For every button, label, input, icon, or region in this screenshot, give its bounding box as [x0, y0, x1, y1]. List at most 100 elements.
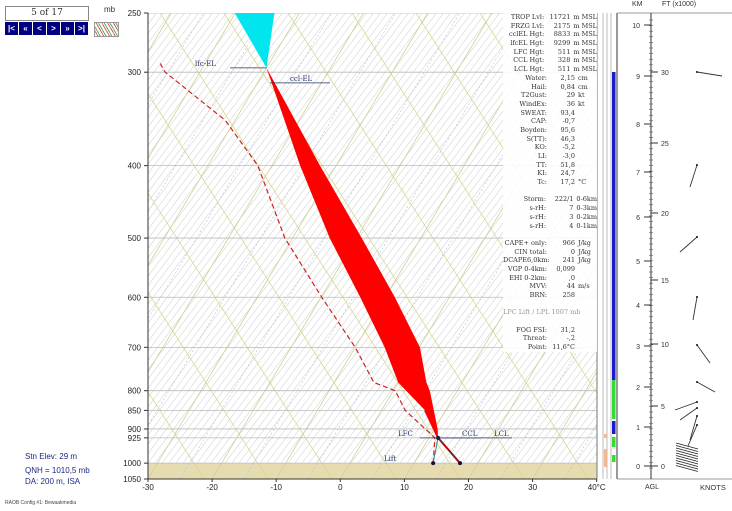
- hatch-line: [148, 13, 367, 305]
- stat-row: Tc: 17,2 °C: [503, 178, 597, 187]
- stat-row: BRN: 258: [503, 291, 597, 300]
- annotation-label: LFC: [398, 430, 413, 438]
- stat-value: 51,8: [560, 160, 575, 169]
- moist-line: [148, 13, 332, 320]
- hatch-line: [324, 115, 597, 479]
- level-marker: [431, 461, 436, 466]
- sounding-counter: 5 of 17: [5, 6, 89, 21]
- hatch-line: [148, 13, 374, 315]
- ground-band: [148, 463, 597, 479]
- hatch-line: [148, 13, 318, 240]
- hatch-line: [148, 13, 388, 333]
- stat-value: -,2: [566, 334, 575, 343]
- wind-barb-dot: [696, 236, 698, 238]
- stat-label: s-rH:: [529, 212, 547, 221]
- hatch-line: [148, 13, 346, 277]
- ft-tick-label: 10: [661, 342, 669, 349]
- ft-tick-label: 5: [661, 404, 665, 411]
- stat-value: 2,15: [560, 73, 575, 82]
- stat-value: 7: [569, 204, 574, 213]
- hatch-line: [696, 13, 732, 479]
- hatch-line: [149, 13, 500, 479]
- hatch-line: [148, 13, 255, 156]
- temp-tick-label: 30: [528, 483, 537, 492]
- pressure-tick-label: 250: [128, 9, 142, 18]
- fog-bar: [604, 449, 607, 467]
- stat-value: -5,2: [562, 143, 575, 152]
- last-button[interactable]: >|: [75, 22, 88, 35]
- stat-row: VGP 0-4km: 0,099: [503, 265, 597, 274]
- hatch-line: [148, 13, 423, 380]
- wind-barb: [675, 450, 699, 457]
- hatch-line: [492, 339, 597, 479]
- stat-row: T2Gust: 29 kt: [503, 91, 597, 100]
- stat-unit: kt: [578, 91, 585, 100]
- wind-barb-dot: [696, 164, 698, 166]
- stat-label: FRZG Lvl:: [510, 21, 545, 30]
- hatch-line: [148, 13, 465, 436]
- hatch-line: [148, 13, 451, 417]
- stat-unit: [578, 109, 597, 118]
- isotherm: [148, 13, 364, 373]
- hatch-line: [0, 13, 115, 479]
- hatch-line: [499, 349, 597, 479]
- stat-value: 0,099: [556, 264, 575, 273]
- stat-value: 29: [566, 91, 575, 100]
- temp-tick-label: 0: [338, 483, 343, 492]
- stat-unit: cm: [578, 73, 588, 82]
- stat-unit: cm: [578, 82, 588, 91]
- wind-barb: [696, 71, 723, 77]
- wind-barb: [679, 236, 698, 253]
- isotherm: [0, 13, 107, 479]
- agl-label: AGL: [645, 484, 660, 491]
- stat-row: [503, 187, 597, 196]
- stat-value: 258: [562, 291, 575, 299]
- stat-unit: 0-6km: [576, 195, 597, 204]
- next-button[interactable]: >: [47, 22, 60, 35]
- km-tick-label: 8: [636, 122, 640, 129]
- wind-barb: [689, 164, 698, 188]
- stat-unit: [578, 117, 597, 126]
- wind-barb: [675, 442, 699, 450]
- skewt-thumbnail-button[interactable]: [94, 22, 119, 37]
- wind-barb: [696, 381, 716, 393]
- hatch-line: [598, 13, 732, 479]
- pressure-tick-label: 300: [128, 68, 142, 77]
- stat-row: EHI 0-2km: ,0: [503, 274, 597, 283]
- stat-value: 46,3: [560, 134, 575, 143]
- stat-unit: [578, 317, 597, 326]
- hatch-line: [654, 13, 732, 479]
- stat-unit: J/kg: [578, 247, 591, 256]
- cape-area: [266, 67, 439, 438]
- stat-unit: [578, 143, 597, 152]
- hatch-line: [675, 13, 732, 479]
- prev-fast-button[interactable]: «: [19, 22, 32, 35]
- stat-row: CAP: -0,7: [503, 117, 597, 126]
- stat-label: CCL Hgt:: [513, 56, 545, 65]
- hatch-line: [148, 13, 213, 100]
- first-button[interactable]: |<: [5, 22, 18, 35]
- next-fast-button[interactable]: »: [61, 22, 74, 35]
- isotherm: [148, 13, 300, 267]
- stat-row: [503, 230, 597, 239]
- dry-adiabat: [0, 13, 140, 479]
- level-bar: [612, 72, 616, 380]
- stat-label: s-rH:: [529, 204, 547, 213]
- stat-label: BRN:: [529, 291, 547, 299]
- wind-barb: [675, 460, 699, 467]
- hatch-line: [148, 13, 325, 249]
- hatch-line: [534, 395, 597, 479]
- stat-value: 36: [566, 99, 575, 108]
- stat-value: 2175: [553, 21, 571, 30]
- dry-adiabat: [0, 13, 76, 479]
- stat-label: [503, 317, 547, 326]
- stat-row: Threat: -,2: [503, 334, 597, 343]
- hatch-line: [464, 302, 597, 479]
- hatch-line: [0, 13, 52, 479]
- stat-unit: m MSL: [573, 56, 597, 65]
- prev-button[interactable]: <: [33, 22, 46, 35]
- hatch-line: [0, 13, 66, 479]
- stability-indices-panel: TROP Lvl: 11721 m MSL FRZG Lvl: 2175 m MSL ccl…: [503, 13, 597, 352]
- temp-tick-label: 10: [400, 483, 409, 492]
- pressure-tick-label: 500: [128, 234, 142, 243]
